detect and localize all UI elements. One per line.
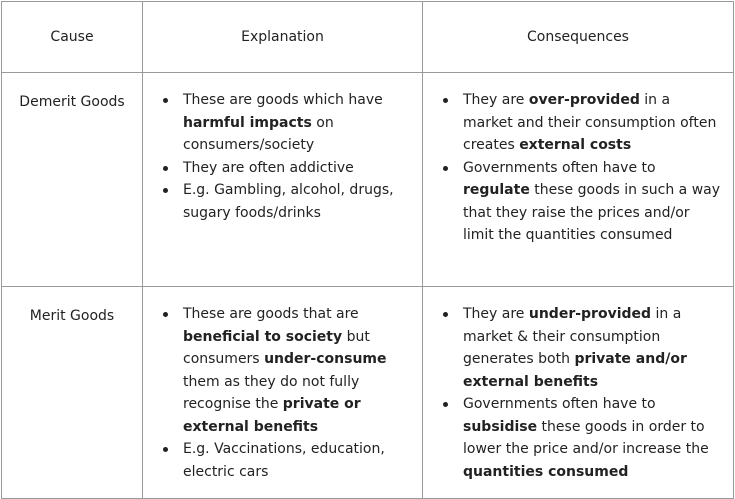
header-consequences: Consequences — [422, 1, 734, 73]
explanation-list: These are goods that are beneficial to s… — [143, 303, 422, 483]
consequences-list: They are over-provided in a market and t… — [423, 89, 733, 247]
bold-term: private and/or external benefits — [463, 351, 687, 390]
bold-term: private or external benefits — [183, 396, 361, 435]
bold-term: over-provided — [528, 92, 640, 108]
list-item: These are goods that are beneficial to s… — [163, 303, 422, 438]
table-row-merit-goods: Merit Goods These are goods that are ben… — [1, 286, 734, 499]
bold-term: external costs — [519, 137, 632, 153]
explanation-cell: These are goods that are beneficial to s… — [142, 286, 423, 499]
bold-term: under-consume — [264, 351, 387, 367]
list-item: E.g. Gambling, alcohol, drugs, sugary fo… — [163, 179, 422, 224]
bold-term: quantities consumed — [463, 463, 629, 480]
list-item: These are goods which have harmful impac… — [163, 89, 422, 157]
list-item: They are often addictive — [163, 157, 422, 180]
header-cause: Cause — [1, 1, 143, 73]
list-item: E.g. Vaccinations, education, electric c… — [163, 438, 422, 483]
explanation-list: These are goods which have harmful impac… — [143, 89, 422, 224]
list-item: They are under-provided in a market & th… — [443, 303, 725, 393]
list-item: Governments often have to regulate these… — [443, 157, 723, 247]
bold-term: beneficial to society — [183, 328, 343, 345]
bold-term: harmful impacts — [183, 114, 312, 131]
cause-cell: Merit Goods — [1, 286, 143, 499]
bold-term: under-provided — [528, 306, 652, 322]
consequences-cell: They are under-provided in a market & th… — [422, 286, 734, 499]
table-row-demerit-goods: Demerit Goods These are goods which have… — [1, 72, 734, 287]
consequences-cell: They are over-provided in a market and t… — [422, 72, 734, 287]
explanation-cell: These are goods which have harmful impac… — [142, 72, 423, 287]
consequences-list: They are under-provided in a market & th… — [423, 303, 733, 483]
bold-term: subsidise — [463, 418, 538, 435]
header-explanation: Explanation — [142, 1, 423, 73]
bold-term: regulate — [463, 182, 530, 198]
list-item: They are over-provided in a market and t… — [443, 89, 723, 157]
header-row: Cause Explanation Consequences — [1, 1, 734, 73]
list-item: Governments often have to subsidise thes… — [443, 393, 725, 483]
cause-cell: Demerit Goods — [1, 72, 143, 287]
